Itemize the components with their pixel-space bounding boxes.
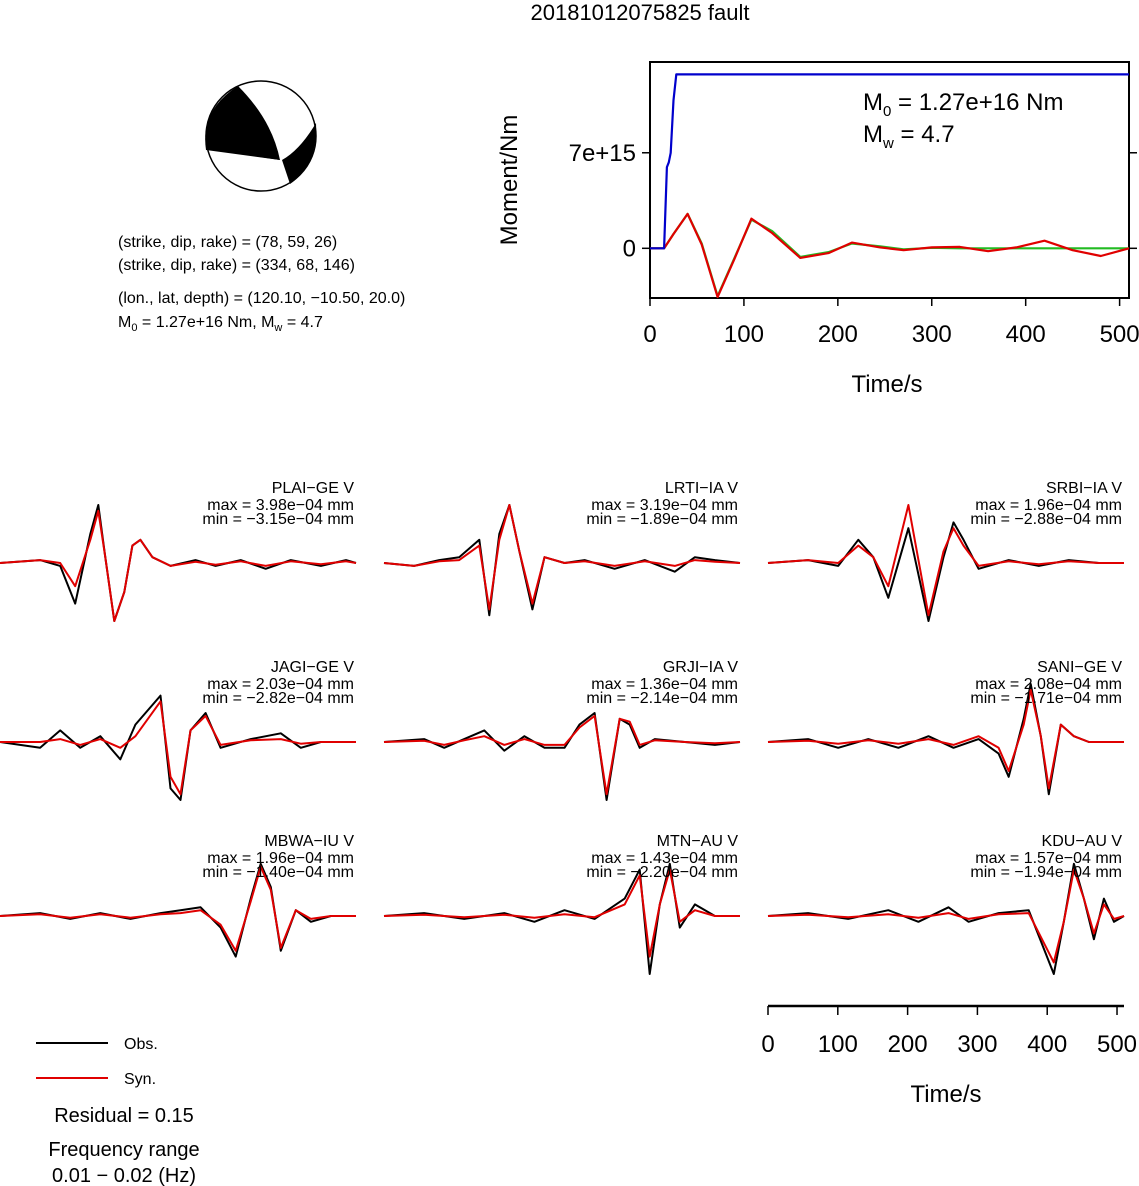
frequency-range: 0.01 − 0.02 (Hz) bbox=[52, 1165, 196, 1186]
station-min: min = −2.20e−04 mm bbox=[586, 864, 738, 881]
moment-mw-annotation: Mw = 4.7 bbox=[863, 121, 955, 152]
waveform-x-tick-label: 300 bbox=[957, 1031, 997, 1058]
waveform-x-tick-label: 100 bbox=[818, 1031, 858, 1058]
moment-series-syn bbox=[650, 212, 1130, 299]
moment-plot: 0 100 200 300 400 500 0 7e+15 Time/s Moment/Nm… bbox=[496, 61, 1139, 398]
moment-x-tick-label: 400 bbox=[1006, 321, 1046, 348]
waveform-x-tick-label: 0 bbox=[761, 1031, 774, 1058]
syn-trace bbox=[0, 700, 356, 796]
waveform-x-label: Time/s bbox=[910, 1081, 981, 1108]
figure-title: 20181012075825 fault bbox=[531, 0, 750, 25]
waveform-x-tick-label: 200 bbox=[888, 1031, 928, 1058]
station-max: max = 1.96e−04 mm bbox=[207, 850, 354, 867]
moment-x-tick-label: 200 bbox=[818, 321, 858, 348]
moment-m0-annotation: M0 = 1.27e+16 Nm bbox=[863, 89, 1063, 120]
moment-x-tick-label: 300 bbox=[912, 321, 952, 348]
station-name: PLAI−GE V bbox=[272, 480, 355, 497]
legend: Obs. Syn. bbox=[36, 1036, 158, 1088]
station-name: SRBI−IA V bbox=[1046, 480, 1122, 497]
station-min: min = −1.71e−04 mm bbox=[970, 690, 1122, 707]
residual-text: Residual = 0.15 bbox=[54, 1105, 194, 1127]
source-info: (strike, dip, rake) = (78, 59, 26) (stri… bbox=[118, 234, 405, 334]
moment-x-axis: 0 100 200 300 400 500 bbox=[643, 298, 1139, 348]
station-min: min = −2.88e−04 mm bbox=[970, 511, 1122, 528]
moment-plot-frame bbox=[649, 61, 1130, 299]
moment-x-tick-label: 100 bbox=[724, 321, 764, 348]
moment-x-tick-label: 0 bbox=[643, 321, 656, 348]
station-min: min = −2.14e−04 mm bbox=[586, 690, 738, 707]
syn-trace bbox=[0, 509, 357, 622]
waveform-x-ticks: 0 100 200 300 400 500 bbox=[761, 1006, 1137, 1058]
moment-text: M0 = 1.27e+16 Nm, Mw = 4.7 bbox=[118, 314, 323, 334]
station-name: SANI−GE V bbox=[1037, 659, 1122, 676]
station-name: JAGI−GE V bbox=[271, 659, 354, 676]
station-max: max = 2.08e−04 mm bbox=[975, 676, 1122, 693]
station-min: min = −2.82e−04 mm bbox=[202, 690, 354, 707]
moment-series-cumulative bbox=[650, 73, 1129, 250]
syn-trace bbox=[383, 504, 741, 611]
moment-y-axis: 0 7e+15 bbox=[569, 140, 1137, 262]
moment-x-label: Time/s bbox=[851, 371, 922, 398]
station-name: LRTI−IA V bbox=[665, 480, 738, 497]
obs-trace bbox=[383, 712, 741, 801]
station-max: max = 2.03e−04 mm bbox=[207, 676, 354, 693]
station-max: max = 1.36e−04 mm bbox=[591, 676, 738, 693]
syn-trace bbox=[767, 868, 1125, 964]
station-max: max = 3.19e−04 mm bbox=[591, 497, 738, 514]
station-name: KDU−AU V bbox=[1042, 833, 1123, 850]
station-name: MTN−AU V bbox=[657, 833, 739, 850]
station-min: min = −1.89e−04 mm bbox=[586, 511, 738, 528]
station-min: min = −1.94e−04 mm bbox=[970, 864, 1122, 881]
plane1-text: (strike, dip, rake) = (78, 59, 26) bbox=[118, 234, 337, 251]
syn-trace bbox=[767, 688, 1124, 790]
station-max: max = 1.96e−04 mm bbox=[975, 497, 1122, 514]
beachball-quadrant-3 bbox=[226, 132, 280, 160]
legend-obs-label: Obs. bbox=[124, 1036, 158, 1053]
moment-series-green bbox=[650, 212, 1129, 298]
waveform-time-axis: 0 100 200 300 400 500 Time/s bbox=[761, 1004, 1137, 1108]
syn-trace bbox=[383, 868, 740, 958]
beachball-quadrant-2 bbox=[282, 123, 317, 184]
station-min: min = −1.40e−04 mm bbox=[202, 864, 354, 881]
moment-series-group bbox=[650, 73, 1130, 299]
plane2-text: (strike, dip, rake) = (334, 68, 146) bbox=[118, 257, 355, 274]
station-max: max = 1.57e−04 mm bbox=[975, 850, 1122, 867]
legend-syn-label: Syn. bbox=[124, 1071, 156, 1088]
moment-y-tick-label: 7e+15 bbox=[569, 140, 636, 167]
waveform-x-tick-label: 500 bbox=[1097, 1031, 1137, 1058]
obs-trace bbox=[0, 694, 356, 801]
syn-trace bbox=[383, 714, 741, 796]
beachball-icon bbox=[205, 80, 317, 192]
moment-y-label: Moment/Nm bbox=[496, 115, 523, 246]
location-text: (lon., lat, depth) = (120.10, −10.50, 20… bbox=[118, 290, 405, 307]
syn-trace bbox=[767, 504, 1124, 617]
moment-y-tick-label: 0 bbox=[623, 235, 636, 262]
waveform-x-tick-label: 400 bbox=[1027, 1031, 1067, 1058]
moment-x-tick-label: 500 bbox=[1100, 321, 1139, 348]
obs-trace bbox=[383, 504, 741, 617]
syn-trace bbox=[0, 865, 356, 952]
frequency-label: Frequency range bbox=[48, 1139, 199, 1161]
station-name: MBWA−IU V bbox=[264, 833, 354, 850]
station-min: min = −3.15e−04 mm bbox=[202, 511, 354, 528]
station-max: max = 3.98e−04 mm bbox=[207, 497, 354, 514]
station-name: GRJI−IA V bbox=[663, 659, 738, 676]
station-max: max = 1.43e−04 mm bbox=[591, 850, 738, 867]
obs-trace bbox=[767, 521, 1124, 622]
